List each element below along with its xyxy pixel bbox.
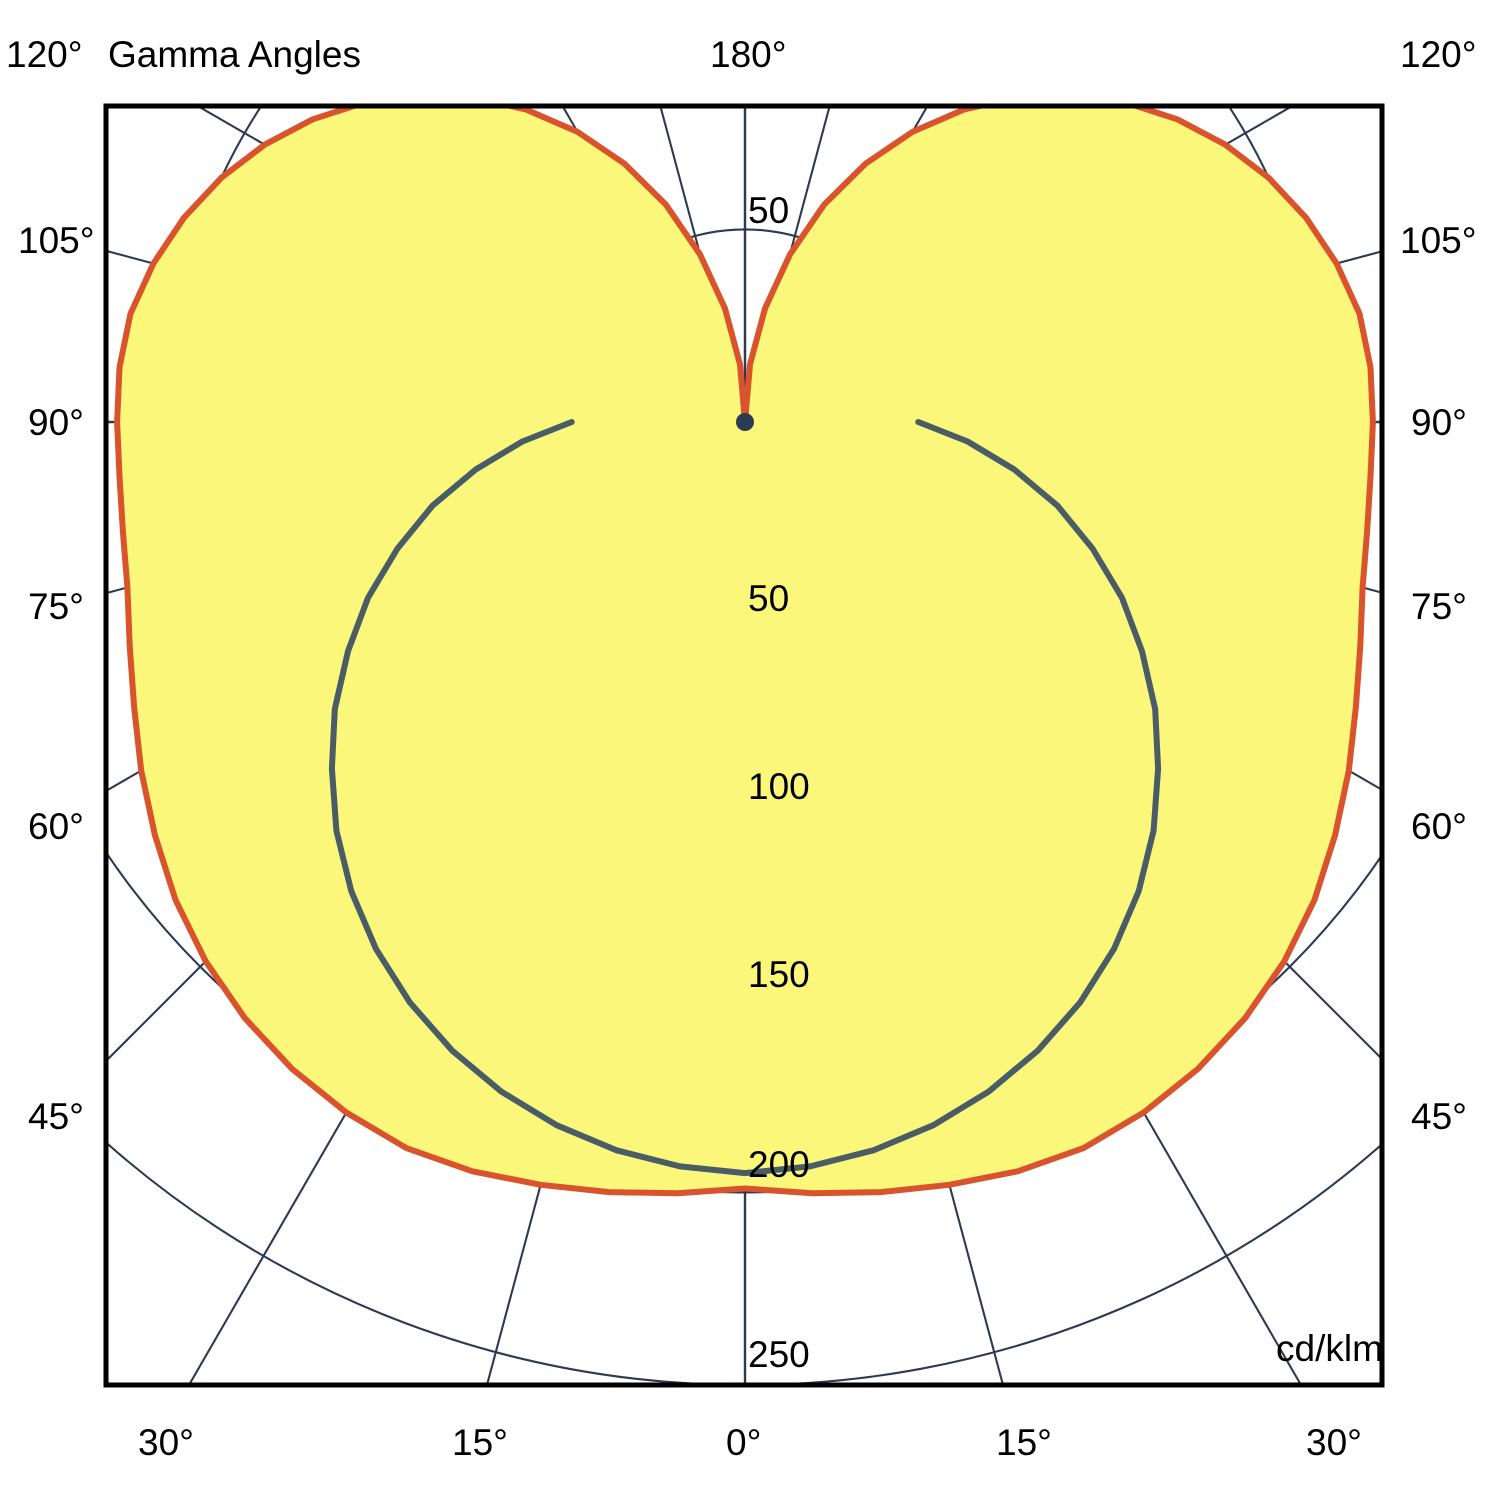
gamma-label-right-60: 60° — [1411, 806, 1467, 847]
c-plane-label-left-15: 15° — [452, 1422, 508, 1463]
curve-c90-c270 — [328, 419, 1162, 1177]
c-plane-label-right-15: 15° — [996, 1422, 1052, 1463]
gamma-label-left-75: 75° — [28, 586, 84, 627]
gamma-label-top-right: 120° — [1400, 34, 1477, 75]
gamma-label-right-75: 75° — [1411, 586, 1467, 627]
gamma-label-right-90: 90° — [1411, 402, 1467, 443]
c-plane-label-left-30: 30° — [138, 1422, 194, 1463]
radial-unit-label: cd/klm — [1276, 1328, 1383, 1369]
radial-tick-250: 250 — [748, 1334, 810, 1375]
c-plane-label-right-30: 30° — [1306, 1422, 1362, 1463]
radial-tick-100: 100 — [748, 766, 810, 807]
curve-c0-fill — [117, 106, 1373, 1194]
radial-tick-150: 150 — [748, 954, 810, 995]
page-title: Gamma Angles — [108, 34, 361, 75]
gamma-label-top-left: 120° — [6, 34, 83, 75]
radial-tick-upper-50: 50 — [748, 190, 790, 231]
gamma-label-right-105: 105° — [1400, 220, 1477, 261]
radial-tick-50: 50 — [748, 578, 790, 619]
radial-tick-200: 200 — [748, 1144, 810, 1185]
pole-origin-marker — [736, 413, 754, 431]
gamma-label-left-45: 45° — [28, 1096, 84, 1137]
gamma-label-left-60: 60° — [28, 806, 84, 847]
gamma-label-top-center: 180° — [710, 34, 787, 75]
gamma-label-left-90: 90° — [28, 402, 84, 443]
curve-c0-c180 — [114, 106, 1376, 1197]
gamma-label-right-45: 45° — [1411, 1096, 1467, 1137]
c-plane-label-center-0: 0° — [726, 1422, 762, 1463]
plot-frame — [103, 103, 1385, 1388]
gamma-label-left-105: 105° — [18, 220, 95, 261]
